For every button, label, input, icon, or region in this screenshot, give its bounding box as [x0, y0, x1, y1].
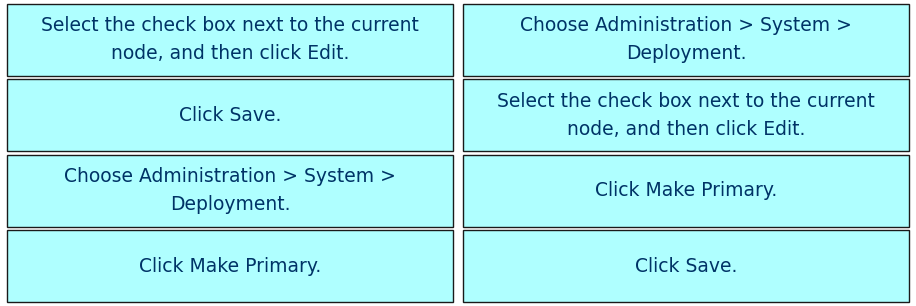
FancyBboxPatch shape	[463, 79, 909, 151]
FancyBboxPatch shape	[7, 4, 453, 76]
Text: Click Make Primary.: Click Make Primary.	[595, 181, 777, 200]
FancyBboxPatch shape	[7, 230, 453, 302]
Text: Select the check box next to the current
node, and then click Edit.: Select the check box next to the current…	[497, 92, 875, 139]
Text: Select the check box next to the current
node, and then click Edit.: Select the check box next to the current…	[41, 16, 419, 63]
Text: Click Save.: Click Save.	[635, 257, 737, 276]
Text: Click Make Primary.: Click Make Primary.	[139, 257, 321, 276]
Text: Click Save.: Click Save.	[179, 106, 281, 125]
Text: Choose Administration > System >
Deployment.: Choose Administration > System > Deploym…	[520, 16, 852, 63]
FancyBboxPatch shape	[463, 4, 909, 76]
FancyBboxPatch shape	[7, 155, 453, 227]
FancyBboxPatch shape	[463, 230, 909, 302]
Text: Choose Administration > System >
Deployment.: Choose Administration > System > Deploym…	[64, 167, 396, 214]
FancyBboxPatch shape	[463, 155, 909, 227]
FancyBboxPatch shape	[7, 79, 453, 151]
